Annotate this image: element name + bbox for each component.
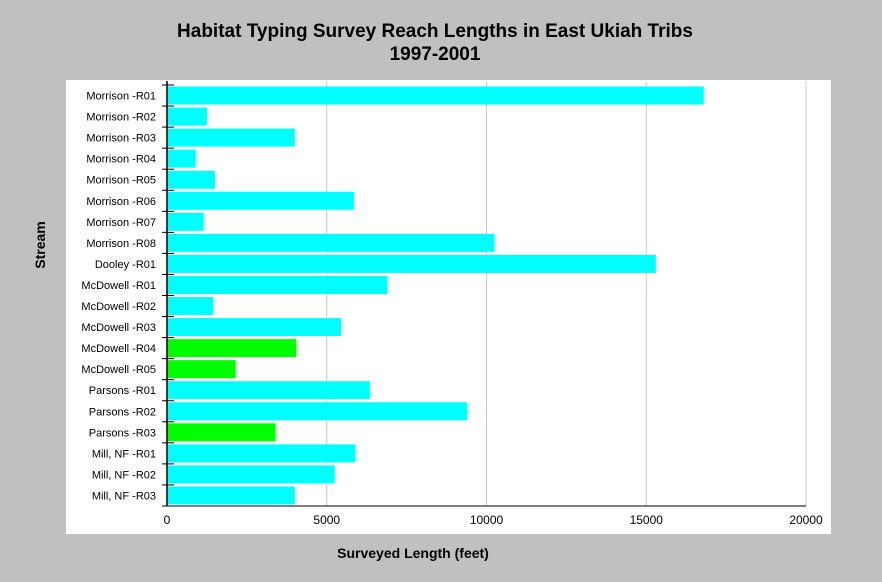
bar: [167, 318, 342, 337]
y-tick-label: Morrison -R07: [86, 217, 156, 229]
y-axis-label: Stream: [32, 221, 48, 269]
bar: [167, 444, 356, 463]
y-tick-label: Morrison -R04: [86, 154, 156, 166]
bar: [167, 212, 204, 231]
chart-title-line-1: Habitat Typing Survey Reach Lengths in E…: [177, 21, 693, 42]
bar: [167, 233, 495, 252]
bar: [167, 486, 295, 505]
y-tick-label: Mill, NF -R02: [92, 469, 156, 481]
bar: [167, 86, 704, 105]
chart-title: Habitat Typing Survey Reach Lengths in E…: [0, 20, 870, 66]
x-tick-label: 10000: [470, 513, 504, 527]
grid-lines: [326, 81, 807, 506]
bar: [167, 170, 215, 189]
y-tick-label: Dooley -R01: [95, 259, 156, 271]
bar: [167, 423, 276, 442]
bar: [167, 128, 295, 147]
x-axis-label: Surveyed Length (feet): [337, 545, 489, 561]
x-tick-label: 20000: [789, 513, 823, 527]
bar: [167, 191, 354, 210]
y-tick-label: McDowell -R02: [81, 301, 156, 313]
y-tick-label: Morrison -R06: [86, 196, 156, 208]
bar: [167, 381, 370, 400]
y-tick-label: Mill, NF -R01: [92, 448, 156, 460]
axes: [162, 81, 806, 507]
bar: [167, 465, 335, 484]
bar: [167, 275, 388, 294]
bar: [167, 149, 196, 168]
x-tick-label: 15000: [630, 513, 664, 527]
x-tick-label: 5000: [313, 513, 340, 527]
y-tick-label: McDowell -R03: [81, 322, 156, 334]
tick-labels: 0 5000 10000 15000 20000 Morrison -R01 Morriso…: [81, 91, 823, 527]
y-tick-label: McDowell -R05: [81, 364, 156, 376]
x-tick-label: 0: [164, 513, 171, 527]
bars: [167, 86, 704, 505]
y-tick-label: Parsons -R01: [89, 385, 156, 397]
y-tick-label: Morrison -R03: [86, 133, 156, 145]
bar: [167, 360, 236, 379]
y-tick-label: Mill, NF -R03: [92, 490, 156, 502]
bar: [167, 254, 656, 273]
y-tick-label: Morrison -R08: [86, 238, 156, 250]
bar: [167, 402, 468, 421]
y-tick-label: Morrison -R02: [86, 112, 156, 124]
y-tick-label: McDowell -R01: [81, 280, 156, 292]
bar: [167, 107, 207, 126]
y-tick-label: Morrison -R05: [86, 175, 156, 187]
y-tick-label: Parsons -R03: [89, 427, 156, 439]
bar: [167, 339, 297, 358]
y-tick-label: Morrison -R01: [86, 91, 156, 103]
y-tick-label: McDowell -R04: [81, 343, 156, 355]
bar: [167, 297, 214, 316]
chart-title-line-2: 1997-2001: [389, 44, 481, 65]
y-tick-label: Parsons -R02: [89, 406, 156, 418]
